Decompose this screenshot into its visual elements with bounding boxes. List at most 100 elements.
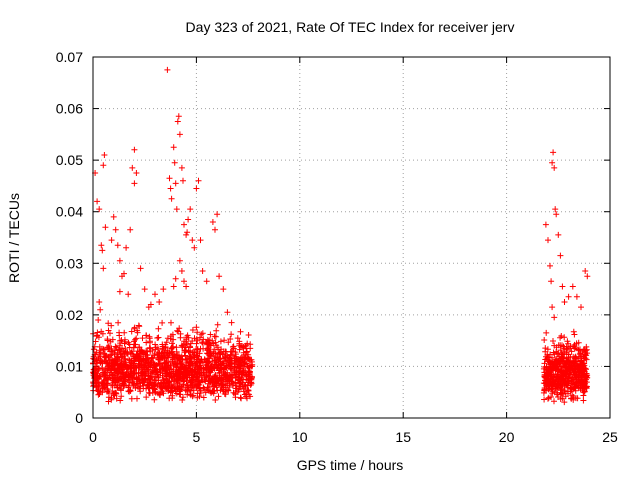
data-point: [203, 372, 210, 378]
data-point: [187, 340, 194, 347]
data-point: [582, 268, 589, 274]
data-point: [150, 360, 157, 367]
data-point: [174, 370, 181, 377]
data-point: [184, 374, 191, 381]
data-point: [102, 374, 109, 381]
data-point: [190, 392, 197, 399]
data-point: [557, 391, 564, 398]
data-point: [182, 387, 189, 394]
y-axis-label: ROTI / TECUs: [6, 193, 22, 283]
data-point: [97, 306, 104, 313]
data-point: [179, 371, 186, 378]
data-point: [118, 358, 125, 365]
data-point: [164, 358, 170, 365]
data-point: [138, 372, 145, 379]
data-point: [237, 355, 244, 362]
data-point: [161, 380, 168, 387]
data-point: [94, 198, 101, 205]
data-point: [215, 393, 222, 400]
data-point: [548, 278, 555, 285]
data-point: [145, 366, 152, 373]
data-point: [545, 394, 552, 401]
data-point: [164, 362, 171, 369]
data-point: [156, 299, 163, 305]
data-point: [108, 237, 115, 244]
data-point: [189, 327, 196, 333]
data-point: [203, 278, 210, 285]
data-point: [564, 366, 571, 373]
data-point: [97, 359, 104, 366]
data-point: [198, 369, 205, 376]
x-tick-label: 20: [499, 429, 515, 445]
data-point: [118, 337, 125, 344]
data-point: [546, 379, 553, 386]
data-point: [110, 359, 117, 366]
data-point: [212, 333, 219, 340]
data-point: [200, 384, 207, 391]
data-point: [158, 368, 164, 374]
data-point: [226, 356, 233, 363]
data-point: [122, 378, 129, 385]
data-point: [247, 341, 254, 348]
data-point: [105, 320, 112, 327]
data-point: [139, 335, 146, 342]
data-point: [183, 283, 190, 290]
data-point: [138, 366, 145, 373]
data-point: [198, 356, 205, 363]
data-point: [244, 340, 251, 347]
data-point: [565, 370, 572, 377]
data-point: [573, 371, 580, 378]
data-point: [163, 367, 170, 374]
data-point: [547, 365, 554, 372]
data-point: [147, 345, 154, 352]
data-point: [127, 226, 134, 233]
data-point: [547, 351, 554, 358]
data-point: [176, 131, 183, 138]
data-point: [232, 364, 238, 371]
data-point: [216, 273, 223, 280]
data-point: [92, 338, 99, 345]
data-point: [122, 373, 129, 380]
data-point: [194, 329, 201, 336]
data-point: [177, 391, 184, 398]
data-point: [116, 288, 123, 295]
data-point: [241, 359, 248, 366]
data-point: [569, 283, 576, 290]
data-point: [196, 393, 203, 400]
data-point: [552, 206, 559, 213]
data-point: [175, 113, 182, 120]
data-point: [574, 395, 581, 402]
data-point: [573, 293, 580, 300]
data-point: [185, 334, 192, 341]
data-point: [553, 385, 560, 392]
x-axis-label: GPS time / hours: [297, 457, 404, 473]
data-point: [173, 363, 180, 370]
data-point: [137, 265, 144, 272]
data-point: [104, 380, 111, 387]
data-point: [215, 362, 222, 369]
data-point: [560, 372, 567, 379]
data-point: [209, 219, 216, 225]
data-point: [122, 355, 129, 362]
data-point: [245, 356, 252, 363]
data-point: [243, 376, 250, 383]
data-point: [246, 368, 253, 374]
data-point: [231, 355, 238, 362]
data-point: [195, 177, 202, 184]
data-point: [227, 336, 234, 342]
data-point: [159, 341, 166, 348]
data-point: [92, 366, 99, 373]
data-point: [185, 216, 192, 223]
data-point: [132, 341, 139, 348]
data-point: [228, 378, 235, 385]
data-point: [141, 369, 148, 376]
data-point: [563, 382, 570, 388]
data-point: [118, 393, 125, 400]
data-point: [152, 341, 159, 348]
data-point: [542, 345, 549, 352]
data-point: [214, 321, 221, 328]
data-point: [190, 352, 197, 359]
data-point: [122, 345, 129, 352]
data-point: [239, 371, 246, 378]
data-point: [565, 354, 572, 361]
